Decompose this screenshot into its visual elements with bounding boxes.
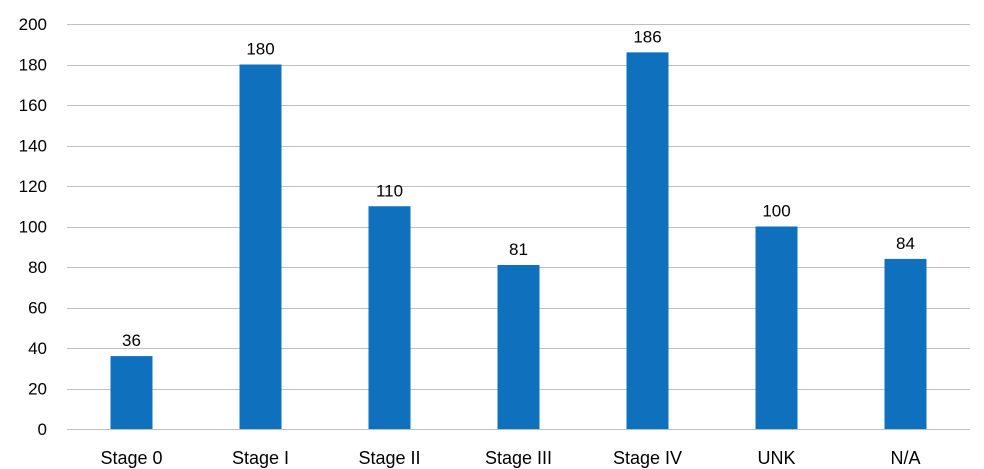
data-label: 36 — [122, 331, 141, 350]
data-label: 180 — [246, 40, 274, 59]
data-label: 100 — [762, 202, 790, 221]
y-axis: 0 20 40 60 80 100 120 140 160 180 200 — [19, 15, 47, 439]
y-tick-label: 40 — [28, 339, 47, 358]
x-tick-label: N/A — [890, 448, 920, 468]
x-tick-label: Stage I — [232, 448, 289, 468]
y-tick-label: 100 — [19, 218, 47, 237]
bar — [368, 206, 411, 429]
y-tick-label: 20 — [28, 380, 47, 399]
x-tick-label: Stage II — [358, 448, 420, 468]
y-tick-label: 120 — [19, 177, 47, 196]
data-label: 186 — [633, 27, 661, 46]
y-tick-label: 140 — [19, 137, 47, 156]
x-axis: Stage 0 Stage I Stage II Stage III Stage IV U… — [100, 448, 920, 468]
y-tick-label: 160 — [19, 96, 47, 115]
x-tick-label: Stage III — [485, 448, 552, 468]
x-tick-label: UNK — [757, 448, 795, 468]
y-tick-label: 0 — [38, 420, 47, 439]
bar — [755, 226, 798, 429]
bars — [110, 52, 927, 429]
bar — [110, 356, 153, 429]
x-tick-label: Stage 0 — [100, 448, 162, 468]
data-label: 110 — [376, 181, 403, 200]
data-label: 81 — [509, 240, 528, 259]
data-label: 84 — [896, 234, 915, 253]
bar — [239, 64, 282, 429]
bar — [497, 264, 540, 429]
y-tick-label: 60 — [28, 299, 47, 318]
y-tick-label: 180 — [19, 56, 47, 75]
x-tick-label: Stage IV — [613, 448, 682, 468]
bar — [884, 258, 927, 429]
data-labels: 36 180 110 81 186 100 84 — [122, 27, 915, 350]
bar — [626, 52, 669, 429]
y-tick-label: 80 — [28, 258, 47, 277]
y-tick-label: 200 — [19, 15, 47, 34]
